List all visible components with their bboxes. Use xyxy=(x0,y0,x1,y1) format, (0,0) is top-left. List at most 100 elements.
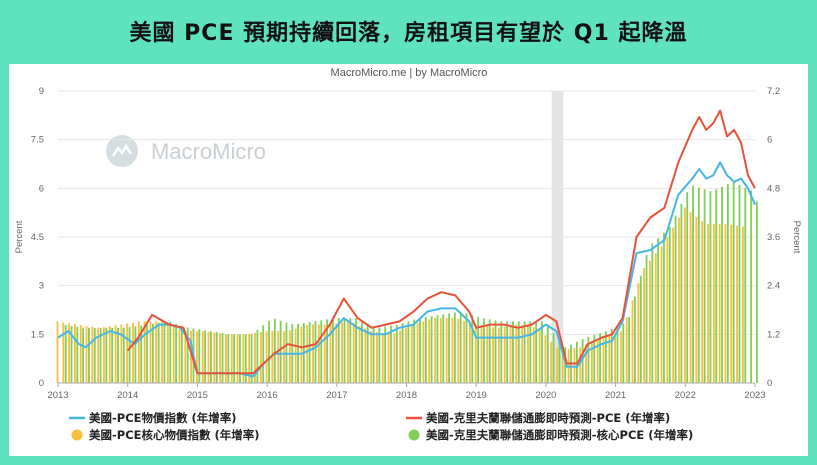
nowcast_core-bar xyxy=(680,203,683,383)
watermark-text: MacroMicro xyxy=(151,139,266,164)
core_pce-bar xyxy=(85,325,88,383)
core_pce-bar xyxy=(393,333,396,383)
legend-item-core_pce[interactable]: 美國-PCE核心物價指數 (年增率) xyxy=(71,428,260,442)
core_pce-bar xyxy=(538,329,541,383)
nowcast_core-bar xyxy=(128,327,131,383)
nowcast_core-bar xyxy=(483,318,485,383)
nowcast_core-bar xyxy=(616,326,619,383)
core_pce-bar xyxy=(149,321,152,383)
core_pce-bar xyxy=(254,332,256,383)
legend-item-pce[interactable]: 美國-PCE物價指數 (年增率) xyxy=(69,411,237,425)
core_pce-bar xyxy=(213,332,216,383)
core_pce-bar xyxy=(672,227,675,383)
nowcast_core-bar xyxy=(668,227,671,383)
core_pce-bar xyxy=(317,324,320,383)
nowcast_core-bar xyxy=(657,238,660,383)
core_pce-bar xyxy=(474,324,477,383)
core_pce-bar xyxy=(103,327,105,383)
core_pce-bar xyxy=(561,350,564,383)
nowcast_core-bar xyxy=(442,314,445,383)
nowcast_core-bar xyxy=(215,332,218,383)
nowcast_core-bar xyxy=(157,322,160,383)
legend-item-nowcast_pce[interactable]: 美國-克里夫蘭聯儲通膨即時預測-PCE (年增率) xyxy=(406,411,670,425)
nowcast_core-bar xyxy=(593,335,596,383)
nowcast_core-bar xyxy=(645,255,648,383)
nowcast_core-bar xyxy=(471,315,474,383)
core_pce-bar xyxy=(323,324,326,383)
core_pce-bar xyxy=(300,326,303,383)
nowcast_core-bar xyxy=(703,189,706,383)
core_pce-bar xyxy=(132,322,134,383)
core_pce-bar xyxy=(451,318,454,383)
nowcast_core-bar xyxy=(732,182,735,383)
x-tick-label: 2018 xyxy=(396,390,417,401)
nowcast_core-bar xyxy=(326,319,328,383)
core_pce-bar xyxy=(242,334,245,383)
nowcast_core-bar xyxy=(210,331,212,383)
core_pce-bar xyxy=(271,331,274,383)
nowcast_core-bar xyxy=(175,323,177,383)
core_pce-bar xyxy=(62,322,65,383)
nowcast_core-bar xyxy=(256,329,259,383)
nowcast_core-bar xyxy=(459,311,462,383)
core_pce-bar xyxy=(161,321,163,383)
core_pce-bar xyxy=(486,326,489,383)
core_pce-bar xyxy=(654,253,657,383)
nowcast_core-bar xyxy=(604,331,607,383)
nowcast_core-bar xyxy=(285,322,288,383)
core_pce-bar xyxy=(277,331,280,383)
nowcast_core-bar xyxy=(378,327,381,383)
nowcast_core-bar xyxy=(738,185,741,383)
core_pce-bar xyxy=(225,334,227,383)
x-tick-label: 2020 xyxy=(535,390,556,401)
core_pce-bar xyxy=(457,319,460,383)
y-right-tick-label: 2.4 xyxy=(767,281,780,292)
core_pce-bar xyxy=(643,268,646,383)
headline: 美國 PCE 預期持續回落，房租項目有望於 Q1 起降溫 xyxy=(129,21,688,46)
y-left-tick-label: 3 xyxy=(39,281,44,292)
core_pce-bar xyxy=(219,333,222,383)
nowcast_pce-line xyxy=(126,109,756,375)
nowcast_core-bar xyxy=(308,322,311,383)
x-tick-label: 2017 xyxy=(326,390,347,401)
nowcast_core-bar xyxy=(622,323,625,383)
core_pce-bar xyxy=(509,325,512,383)
core_pce-bar xyxy=(590,341,593,383)
core_pce-bar xyxy=(283,331,285,383)
y-left-tick-label: 0 xyxy=(39,378,44,389)
y-left-tick-label: 7.5 xyxy=(31,135,44,146)
nowcast_core-bar xyxy=(111,327,114,383)
x-tick-label: 2021 xyxy=(605,390,626,401)
core_pce-bar xyxy=(602,336,605,383)
core_pce-bar xyxy=(108,326,111,383)
nowcast_core-bar xyxy=(366,323,369,383)
y-left-tick-label: 9 xyxy=(39,86,44,97)
legend-label: 美國-PCE核心物價指數 (年增率) xyxy=(89,428,260,442)
y-right-tick-label: 3.6 xyxy=(767,232,780,243)
core_pce-bar xyxy=(463,320,465,383)
legend-item-nowcast_core[interactable]: 美國-克里夫蘭聯儲通膨即時預測-核心PCE (年增率) xyxy=(408,428,694,442)
core_pce-bar xyxy=(532,327,535,383)
nowcast_core-bar xyxy=(355,318,358,383)
nowcast_core-bar xyxy=(227,333,230,383)
core_pce-bar xyxy=(335,323,338,383)
y-right-tick-label: 1.2 xyxy=(767,329,780,340)
nowcast_core-bar xyxy=(76,326,79,383)
core_pce-bar xyxy=(544,335,547,383)
nowcast_core-bar xyxy=(250,334,253,383)
core_pce-bar xyxy=(498,327,500,383)
nowcast_core-bar xyxy=(372,326,375,383)
axes: 0 1.5 3 4.5 6 7.5 9 0 1.2 2.4 3.6 4.8 6 7.2 2013 2014 20… xyxy=(14,86,802,401)
nowcast_core-bar xyxy=(320,320,323,383)
nowcast_core-bar xyxy=(122,327,125,383)
legend-dot-marker xyxy=(71,429,83,441)
nowcast_core-bar xyxy=(146,324,148,383)
nowcast_core-bar xyxy=(395,324,398,383)
nowcast_core-bar xyxy=(529,321,532,383)
nowcast_core-bar xyxy=(488,319,491,383)
core_pce-bar xyxy=(445,318,448,383)
nowcast_core-bar xyxy=(331,318,334,383)
nowcast_core-bar xyxy=(546,325,549,383)
nowcast_core-bar xyxy=(552,332,555,383)
nowcast_core-bar xyxy=(262,325,265,383)
